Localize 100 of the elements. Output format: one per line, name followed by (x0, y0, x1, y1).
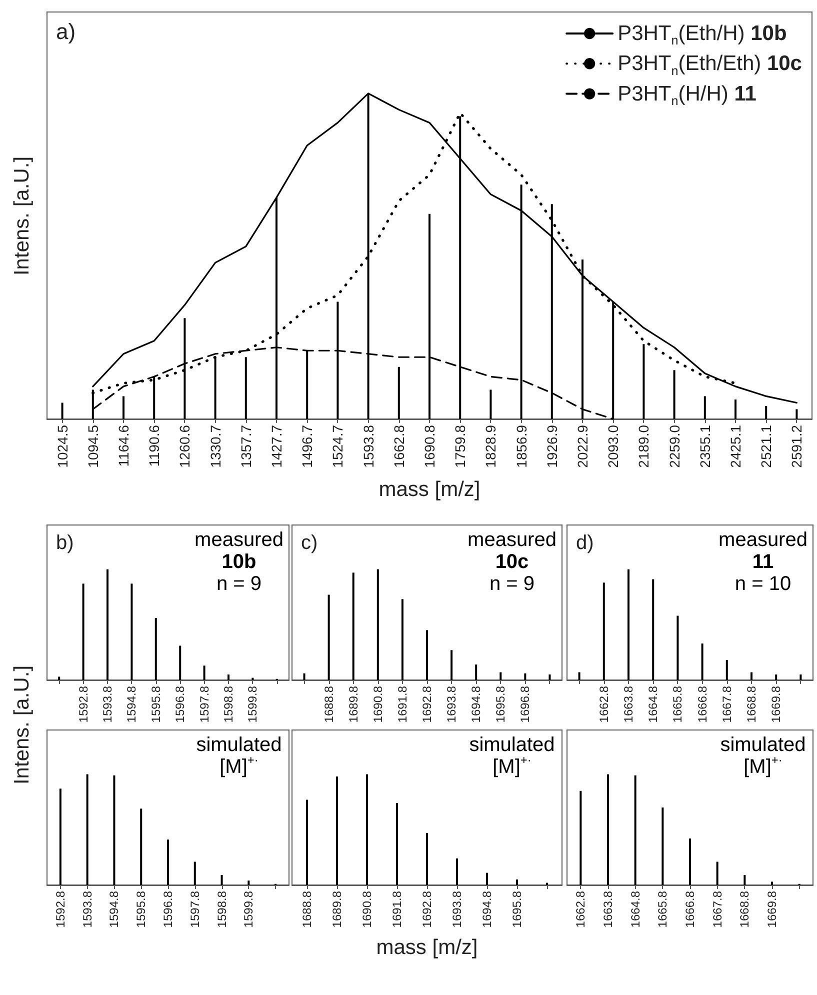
x-tick-label: 1427.7 (268, 424, 284, 468)
annotation: n = 9 (489, 573, 535, 595)
bar (113, 775, 116, 885)
x-tick-label: 1856.9 (513, 424, 530, 468)
x-tick-label: 1689.8 (346, 686, 360, 723)
x-tick-label: 1693.8 (450, 890, 464, 928)
bar (642, 344, 645, 419)
x-tick-label: 1094.5 (84, 424, 101, 468)
x-tick-label: 2022.9 (574, 424, 590, 468)
bar (194, 862, 196, 885)
bar (775, 674, 778, 680)
x-tick-label: 1665.8 (670, 686, 685, 723)
annotation: [M]+· (744, 753, 782, 778)
x-tick-label: 1691.8 (395, 686, 410, 723)
bar (336, 776, 338, 885)
x-tick-label: 1593.8 (360, 424, 376, 468)
x-tick-label: 1598.8 (222, 686, 236, 723)
x-tick-label: 1662.8 (574, 890, 588, 928)
x-tick-label: 2189.0 (636, 424, 652, 468)
text: simulated (196, 734, 282, 756)
bar (376, 569, 379, 680)
x-tick-label: 1668.8 (744, 686, 758, 723)
bar (796, 409, 798, 419)
bar (490, 390, 492, 419)
chart-title: b) (56, 532, 74, 554)
bar (140, 808, 142, 885)
bar (248, 880, 250, 885)
bar (701, 643, 704, 680)
x-tick-label: 1694.8 (480, 890, 494, 928)
text: measured (468, 529, 556, 551)
bar (398, 366, 400, 419)
bar (228, 674, 230, 680)
text: simulated (469, 734, 555, 756)
x-tick-label: 1696.8 (518, 686, 532, 723)
x-tick-label: 2259.0 (666, 424, 682, 468)
x-tick-label: 1496.7 (299, 424, 316, 468)
x-tick-label: 1594.8 (107, 890, 122, 928)
x-tick-label: 2093.0 (605, 424, 622, 468)
x-tick-label: 1666.8 (683, 890, 697, 928)
bar (328, 594, 330, 680)
x-tick-label: 1663.8 (601, 890, 615, 928)
annotation: 11 (752, 551, 774, 573)
x-axis-title: mass [m/z] (376, 936, 478, 959)
bar (607, 774, 609, 885)
x-tick-label: 1688.8 (300, 890, 314, 928)
x-tick-label: 1024.5 (54, 424, 70, 468)
x-tick-label: 1926.9 (544, 424, 560, 468)
x-tick-label: 1667.8 (710, 890, 724, 928)
x-tick-label: 1597.8 (188, 890, 202, 928)
bar (303, 673, 306, 680)
bar (750, 672, 752, 680)
bar (59, 788, 62, 885)
x-tick-label: 1667.8 (720, 686, 734, 723)
annotation: 10b (222, 551, 256, 573)
chart-title: a) (56, 18, 76, 44)
bar (475, 664, 478, 680)
x-tick-label: 1693.8 (444, 686, 459, 723)
chart-title: d) (576, 532, 594, 554)
bar (167, 840, 169, 885)
chart-title: c) (301, 532, 318, 554)
x-tick-label: 1692.8 (420, 686, 434, 723)
annotation: [M]+· (492, 753, 532, 778)
x-tick-label: 1662.8 (596, 686, 611, 723)
bar (716, 862, 718, 885)
bar (689, 838, 691, 885)
bar (366, 774, 368, 885)
x-tick-label: 1593.8 (80, 890, 94, 928)
bar (771, 882, 773, 885)
bar (154, 618, 157, 680)
bar (578, 672, 580, 680)
x-tick-label: 1592.8 (53, 890, 68, 928)
annotation: n = 9 (216, 573, 262, 595)
bar (426, 630, 428, 680)
x-tick-label: 2355.1 (696, 424, 713, 468)
x-tick-label: 2591.2 (788, 424, 805, 468)
x-tick-label: 1695.8 (494, 686, 508, 723)
text: measured (718, 529, 808, 551)
text: measured (194, 529, 284, 551)
x-tick-label: 1596.8 (173, 686, 188, 723)
x-tick-label: 1596.8 (161, 890, 175, 928)
bar (602, 582, 605, 680)
annotation: 10c (495, 551, 529, 573)
x-tick-label: 1599.8 (242, 890, 256, 928)
bar (726, 660, 728, 680)
bar (306, 800, 308, 885)
x-tick-label: 1598.8 (214, 890, 229, 928)
x-tick-label: 1164.6 (116, 424, 132, 467)
x-tick-label: 1688.8 (322, 686, 336, 723)
x-tick-label: 1695.8 (510, 890, 524, 928)
x-tick-label: 1669.8 (769, 686, 784, 723)
x-tick-label: 1690.8 (422, 424, 438, 468)
bar (580, 790, 582, 885)
bar (352, 572, 354, 680)
bar (765, 406, 768, 419)
bar (58, 676, 60, 680)
x-tick-label: 1690.8 (370, 686, 385, 723)
bar (86, 774, 88, 885)
x-tick-label: 1597.8 (197, 686, 212, 723)
bar (652, 579, 654, 680)
x-tick-label: 1759.8 (452, 424, 468, 468)
